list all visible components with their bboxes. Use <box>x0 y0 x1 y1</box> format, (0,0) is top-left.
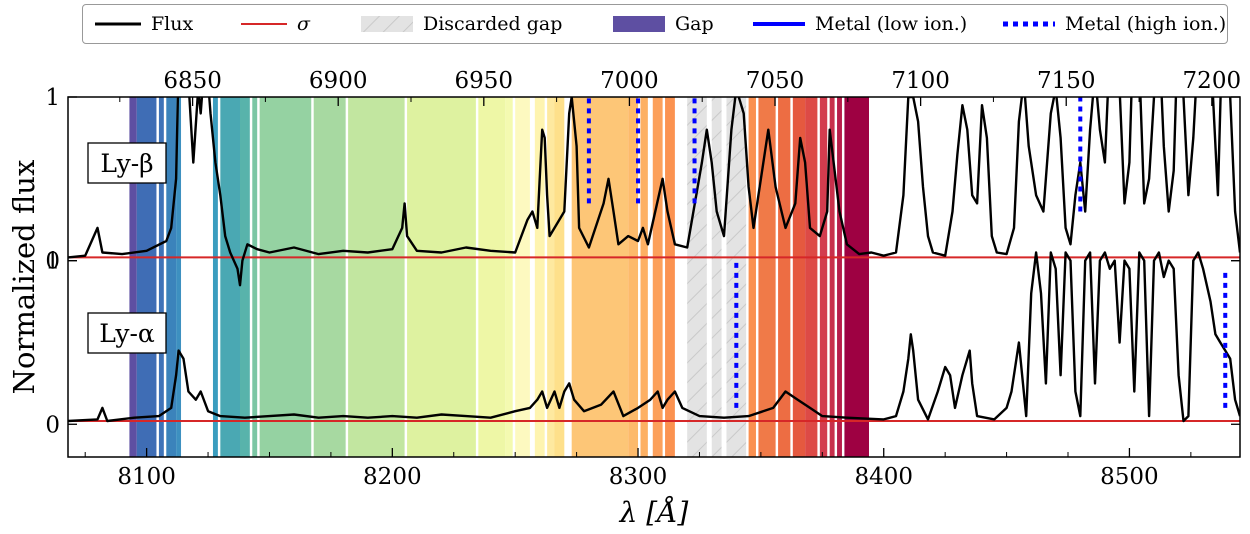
plot-frame <box>67 96 1241 458</box>
gap-band-22 <box>652 97 663 457</box>
gap-band-32 <box>844 97 869 457</box>
gap-band-16 <box>534 97 545 457</box>
panel-label-box-1 <box>87 312 167 354</box>
gap-band-5 <box>212 97 218 457</box>
top-tick-label-4: 7050 <box>746 68 805 94</box>
flux-line-lya <box>68 251 1240 423</box>
bottom-tick-label-4: 8500 <box>1100 464 1159 490</box>
gap-band-23 <box>665 97 675 457</box>
gap-band-3 <box>166 97 177 457</box>
legend-label-metal-high: Metal (high ion.) <box>1065 13 1227 35</box>
gap-band-8 <box>252 97 258 457</box>
top-tick-label-5: 7100 <box>891 68 950 94</box>
gap-band-31 <box>837 97 842 457</box>
y-tick-label-1-0: 0 <box>45 412 60 438</box>
flux-line-lyb <box>68 97 1240 287</box>
gap-band-12 <box>407 97 476 457</box>
legend-entry-metal-low: Metal (low ion.) <box>753 5 967 43</box>
discarded-gap-0 <box>687 97 707 457</box>
top-tick-label-1: 6900 <box>309 68 368 94</box>
x-axis-label: λ [Å] <box>619 496 689 529</box>
gap-band-7 <box>239 97 250 457</box>
legend-entry-gap: Gap <box>613 5 714 43</box>
top-tick-label-7: 7200 <box>1183 68 1242 94</box>
y-tick-label-0-1: 1 <box>45 85 60 111</box>
axis-ticks: 8100 8200 8300 8400 8500 6850 6900 6950 7000 7050… <box>45 68 1241 490</box>
gap-band-9 <box>259 97 312 457</box>
discarded-gap-1 <box>711 97 722 457</box>
legend-entry-sigma: σ <box>241 5 310 43</box>
legend-entry-discarded-gap: Discarded gap <box>361 5 562 43</box>
legend-label-discarded-gap: Discarded gap <box>423 13 563 35</box>
legend-swatch-sigma <box>241 23 287 25</box>
gap-band-14 <box>505 97 513 457</box>
legend-label-metal-low: Metal (low ion.) <box>815 13 968 35</box>
y-tick-label-0-0: 0 <box>45 249 60 275</box>
legend-entry-flux: Flux <box>95 5 193 43</box>
legend-swatch-metal-low <box>753 22 805 26</box>
gap-band-13 <box>478 97 506 457</box>
legend-swatch-gap <box>613 16 665 32</box>
bottom-tick-label-1: 8200 <box>363 464 422 490</box>
legend-swatch-metal-high <box>1003 21 1055 27</box>
y-axis-label: Normalized flux <box>7 160 41 395</box>
legend-label-flux: Flux <box>151 13 194 35</box>
panel-label-box-0 <box>87 142 167 184</box>
top-tick-label-2: 6950 <box>455 68 514 94</box>
gap-band-1 <box>136 97 157 457</box>
top-tick-label-3: 7000 <box>600 68 659 94</box>
gap-band-29 <box>819 97 828 457</box>
panel-label-0: Ly-β <box>100 149 153 178</box>
top-tick-label-6: 7150 <box>1037 68 1096 94</box>
panel-labels: Ly-β Ly-α <box>87 142 167 354</box>
legend-label-gap: Gap <box>675 13 714 35</box>
gap-band-6 <box>220 97 240 457</box>
gap-band-10 <box>313 97 346 457</box>
gap-band-4 <box>176 97 182 457</box>
legend-swatch-discarded-gap <box>361 16 413 32</box>
bottom-tick-label-3: 8400 <box>854 464 913 490</box>
bottom-tick-label-0: 8100 <box>117 464 176 490</box>
legend-swatch-flux <box>95 22 141 26</box>
gap-band-18 <box>554 97 565 457</box>
gap-band-2 <box>158 97 164 457</box>
gap-band-17 <box>547 97 555 457</box>
legend-entry-metal-high: Metal (high ion.) <box>1003 5 1226 43</box>
gap-band-30 <box>829 97 835 457</box>
gap-band-28 <box>805 97 818 457</box>
gap-band-24 <box>748 97 756 457</box>
gap-band-26 <box>778 97 791 457</box>
gap-band-0 <box>129 97 137 457</box>
panel-label-1: Ly-α <box>99 319 155 348</box>
legend-label-sigma: σ <box>297 13 310 35</box>
gap-band-25 <box>758 97 776 457</box>
top-tick-label-0: 6850 <box>163 68 222 94</box>
gap-band-19 <box>571 97 629 457</box>
bottom-tick-label-2: 8300 <box>609 464 668 490</box>
gap-band-21 <box>640 97 648 457</box>
legend: Flux σ Discarded gap Gap Metal (low ion.… <box>82 4 1228 44</box>
gap-band-11 <box>348 97 405 457</box>
gap-band-15 <box>515 97 530 457</box>
gap-bands <box>129 97 869 457</box>
data-marks <box>68 97 1240 423</box>
y-tick-label-1-1: 1 <box>45 249 60 275</box>
gap-band-20 <box>628 97 639 457</box>
